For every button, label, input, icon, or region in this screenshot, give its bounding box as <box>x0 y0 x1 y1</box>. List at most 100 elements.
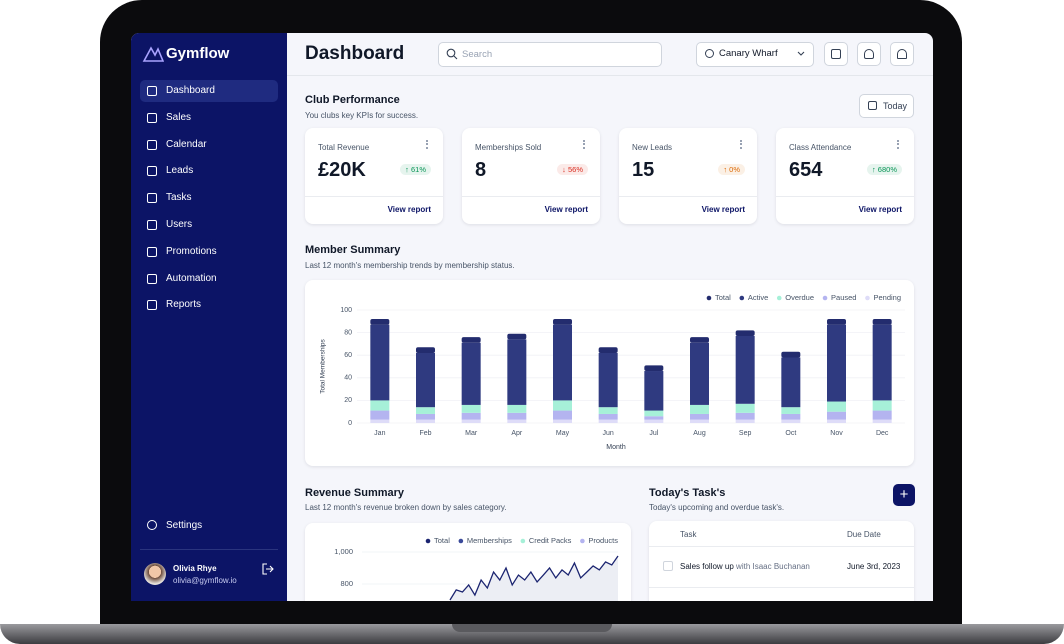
bar-segment <box>416 413 435 420</box>
legend-label: Products <box>588 536 618 545</box>
kpi-link[interactable]: View report <box>701 205 745 214</box>
column-header: Task <box>680 530 697 539</box>
bar-segment <box>690 413 709 420</box>
bar-segment <box>872 324 892 401</box>
nav-item[interactable]: Sales <box>166 111 192 123</box>
x-tick-label: Aug <box>693 430 706 437</box>
laptop-base <box>0 624 1064 644</box>
bar-segment <box>553 324 572 401</box>
x-tick-label: Mar <box>465 430 478 437</box>
kpi-menu[interactable] <box>740 140 744 149</box>
legend-label: Active <box>748 293 768 302</box>
bar-segment <box>370 319 390 325</box>
bar-segment <box>370 324 390 401</box>
bar-segment <box>461 337 481 343</box>
section-title: Revenue Summary <box>305 487 405 499</box>
nav-icon <box>147 86 157 96</box>
bar-segment <box>598 413 618 420</box>
bar-segment <box>781 357 801 408</box>
kpi-change: ↑ 61% <box>400 164 431 175</box>
bar-segment <box>735 330 755 336</box>
kpi-divider <box>462 196 600 197</box>
kpi-divider <box>776 196 914 197</box>
legend-swatch <box>776 295 782 301</box>
bar-segment <box>416 347 435 353</box>
y-tick-label: 100 <box>340 307 352 314</box>
legend-label: Total <box>434 536 450 545</box>
bar-segment <box>461 419 481 423</box>
kpi-value: 15 <box>632 159 655 181</box>
period-button[interactable] <box>859 94 914 118</box>
kpi-link[interactable]: View report <box>387 205 431 214</box>
nav-item[interactable]: Tasks <box>166 192 192 204</box>
section-title: Today's Task's <box>649 487 726 499</box>
bar-segment <box>461 342 481 405</box>
nav-item[interactable]: Promotions <box>166 245 217 257</box>
y-tick-label: 800 <box>340 579 353 588</box>
bar-segment <box>507 339 527 405</box>
bar-segment <box>553 410 572 420</box>
bar-segment <box>827 319 846 325</box>
search-box[interactable] <box>438 42 662 67</box>
task-due: June 3rd, 2023 <box>847 562 901 571</box>
bar-segment <box>690 404 709 414</box>
bar-segment <box>735 412 755 420</box>
kpi-menu[interactable] <box>426 140 430 149</box>
user-name: Olivia Rhye <box>173 564 217 573</box>
location-icon <box>705 49 714 58</box>
calendar-button[interactable] <box>824 42 848 66</box>
legend-label: Memberships <box>467 536 512 545</box>
bar-segment <box>827 419 846 423</box>
bar-segment <box>690 342 709 405</box>
bar-segment <box>690 419 709 423</box>
kpi-link[interactable]: View report <box>544 205 588 214</box>
kpi-change: ↑ 680% <box>866 164 902 175</box>
add-task-button[interactable]: + <box>893 484 915 506</box>
bar-segment <box>872 400 892 411</box>
nav-icon <box>147 273 157 284</box>
nav-item[interactable]: Reports <box>166 299 202 311</box>
bar-segment <box>781 419 801 423</box>
kpi-card <box>462 128 600 224</box>
bar-segment <box>644 410 664 417</box>
task-title: Sales follow up <box>680 562 734 571</box>
legend-swatch <box>739 295 745 301</box>
period: Today <box>883 101 908 111</box>
kpi-label: New Leads <box>632 143 673 152</box>
nav-item[interactable]: Automation <box>166 272 217 284</box>
kpi-value: 654 <box>789 159 823 181</box>
location-select[interactable] <box>696 42 814 67</box>
row-border <box>649 587 914 588</box>
x-tick-label: Nov <box>830 430 843 437</box>
kpi-card <box>305 128 443 224</box>
search-placeholder: Search <box>462 49 493 60</box>
task-checkbox[interactable] <box>663 561 673 571</box>
logout-icon[interactable] <box>262 563 274 575</box>
bar-segment <box>827 401 846 412</box>
nav-icon <box>147 220 157 230</box>
nav-item[interactable]: Users <box>166 219 193 230</box>
bar-segment <box>781 407 801 414</box>
nav-icon <box>147 112 157 123</box>
legend-swatch <box>822 295 828 301</box>
kpi-value: £20K <box>318 159 366 181</box>
x-tick-label: Feb <box>419 430 431 437</box>
nav-item[interactable]: Leads <box>166 165 194 177</box>
bar-segment <box>644 371 664 411</box>
bar-segment <box>416 419 435 423</box>
y-tick-label: 40 <box>344 375 352 382</box>
kpi-menu[interactable] <box>897 140 901 149</box>
bar-segment <box>370 419 390 423</box>
kpi-link[interactable]: View report <box>858 205 902 214</box>
x-axis-label: Month <box>606 444 626 451</box>
nav-item[interactable]: Dashboard <box>166 85 215 96</box>
nav-settings[interactable]: Settings <box>166 520 203 531</box>
user-add-button[interactable] <box>857 42 881 66</box>
nav-item[interactable]: Calendar <box>166 138 207 150</box>
chevron <box>797 51 805 56</box>
nav-active-bg <box>140 80 278 102</box>
kpi-menu[interactable] <box>583 140 587 149</box>
calendar-icon <box>868 101 877 110</box>
bar-segment <box>872 419 892 423</box>
